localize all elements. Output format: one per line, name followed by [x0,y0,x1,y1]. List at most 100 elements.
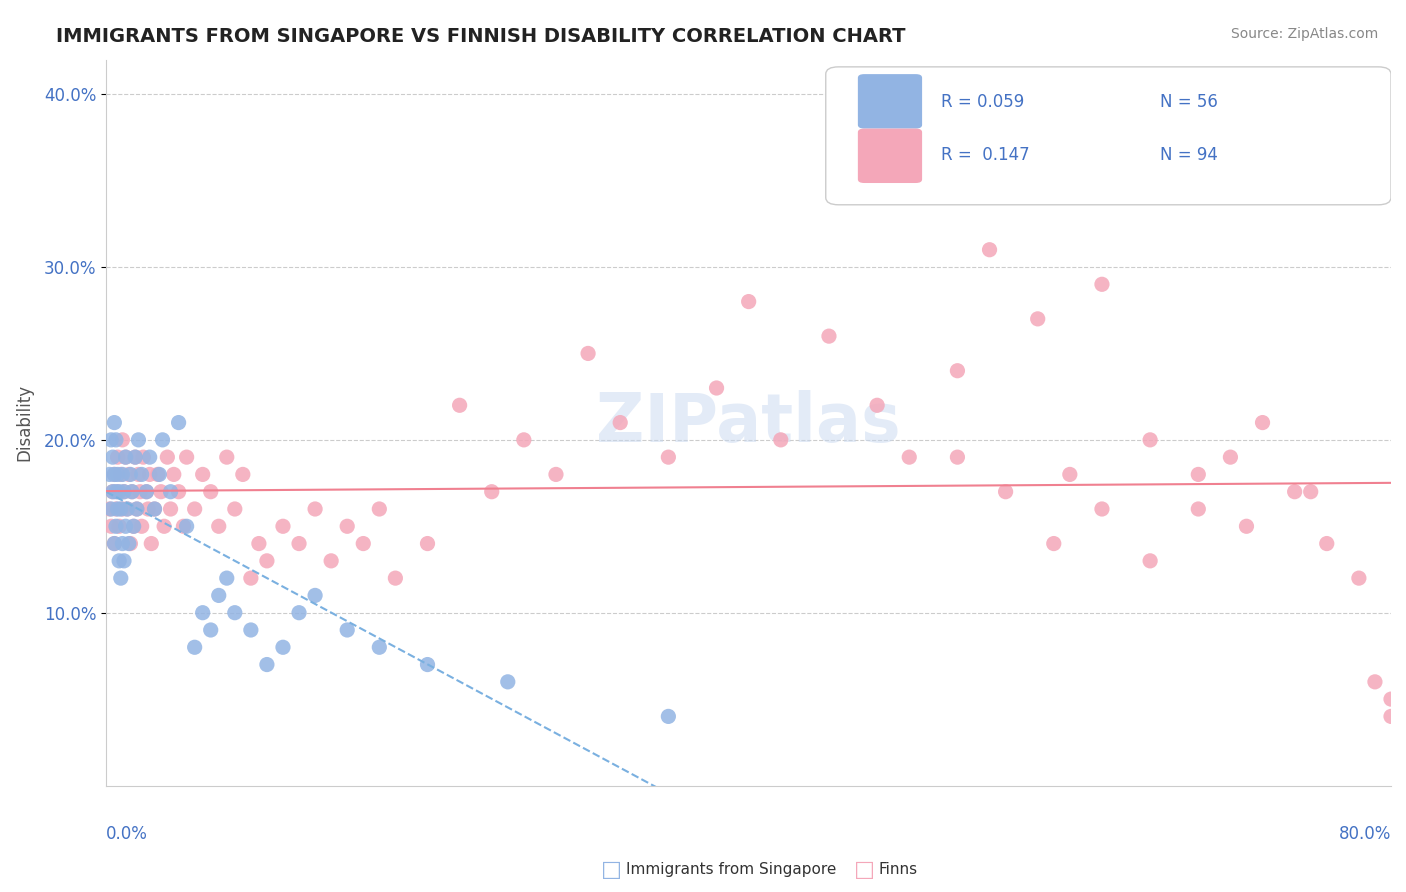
Point [149,484,172,499]
Point [143,502,166,516]
Point [1059,467,1081,482]
Point [172,519,194,533]
Point [384,571,406,585]
Point [108,484,131,499]
Point [103,536,125,550]
Point [657,450,679,464]
Point [657,709,679,723]
Point [107,467,129,482]
Point [104,502,127,516]
Point [121,484,143,499]
Point [1091,502,1114,516]
Point [271,519,294,533]
Point [146,467,169,482]
Point [110,571,132,585]
Point [125,502,148,516]
Point [124,450,146,464]
Point [98,502,121,516]
Point [100,502,122,516]
Point [481,484,503,499]
Point [120,467,142,482]
Point [101,484,124,499]
Point [108,554,131,568]
Point [103,416,125,430]
Point [946,450,969,464]
Point [176,450,198,464]
Point [1236,519,1258,533]
Text: R =  0.147: R = 0.147 [942,146,1031,164]
Text: N = 94: N = 94 [1160,146,1218,164]
Point [866,398,889,412]
Point [200,484,222,499]
Point [115,502,138,516]
Point [208,589,231,603]
Point [304,502,326,516]
Point [152,433,174,447]
Point [256,554,278,568]
Text: Source: ZipAtlas.com: Source: ZipAtlas.com [1230,27,1378,41]
Point [368,640,391,655]
Point [1299,484,1322,499]
Point [112,484,135,499]
Point [288,606,311,620]
Point [368,502,391,516]
Point [114,519,136,533]
Point [256,657,278,672]
Point [1026,311,1049,326]
Point [1042,536,1064,550]
Point [167,484,190,499]
Point [136,502,159,516]
Point [979,243,1001,257]
Point [191,606,214,620]
Point [1316,536,1339,550]
Point [107,484,129,499]
Point [159,502,181,516]
Point [114,450,136,464]
Point [288,536,311,550]
Point [107,502,129,516]
Point [111,433,134,447]
FancyBboxPatch shape [825,67,1391,205]
Y-axis label: Disability: Disability [15,384,32,461]
Point [609,416,631,430]
Point [135,484,157,499]
Text: Finns: Finns [879,863,918,877]
Point [120,536,142,550]
Point [336,623,359,637]
Point [101,484,124,499]
Point [124,450,146,464]
Point [127,433,149,447]
Point [138,450,160,464]
Point [1187,502,1209,516]
Point [224,502,246,516]
Point [103,536,125,550]
Point [1347,571,1369,585]
Point [215,571,238,585]
Point [1139,554,1161,568]
Point [112,554,135,568]
FancyBboxPatch shape [858,128,922,183]
Point [115,502,138,516]
Point [215,450,238,464]
Point [138,467,160,482]
Point [232,467,254,482]
Point [1091,277,1114,292]
Point [104,519,127,533]
Point [163,467,186,482]
Point [1284,484,1306,499]
Point [544,467,567,482]
Point [122,519,145,533]
Point [143,502,166,516]
Point [121,484,143,499]
Point [239,623,262,637]
Text: Immigrants from Singapore: Immigrants from Singapore [626,863,837,877]
Point [111,502,134,516]
Point [100,519,122,533]
Point [111,536,134,550]
Point [153,519,176,533]
Point [127,467,149,482]
Text: IMMIGRANTS FROM SINGAPORE VS FINNISH DISABILITY CORRELATION CHART: IMMIGRANTS FROM SINGAPORE VS FINNISH DIS… [56,27,905,45]
Point [818,329,841,343]
Point [706,381,728,395]
Point [191,467,214,482]
